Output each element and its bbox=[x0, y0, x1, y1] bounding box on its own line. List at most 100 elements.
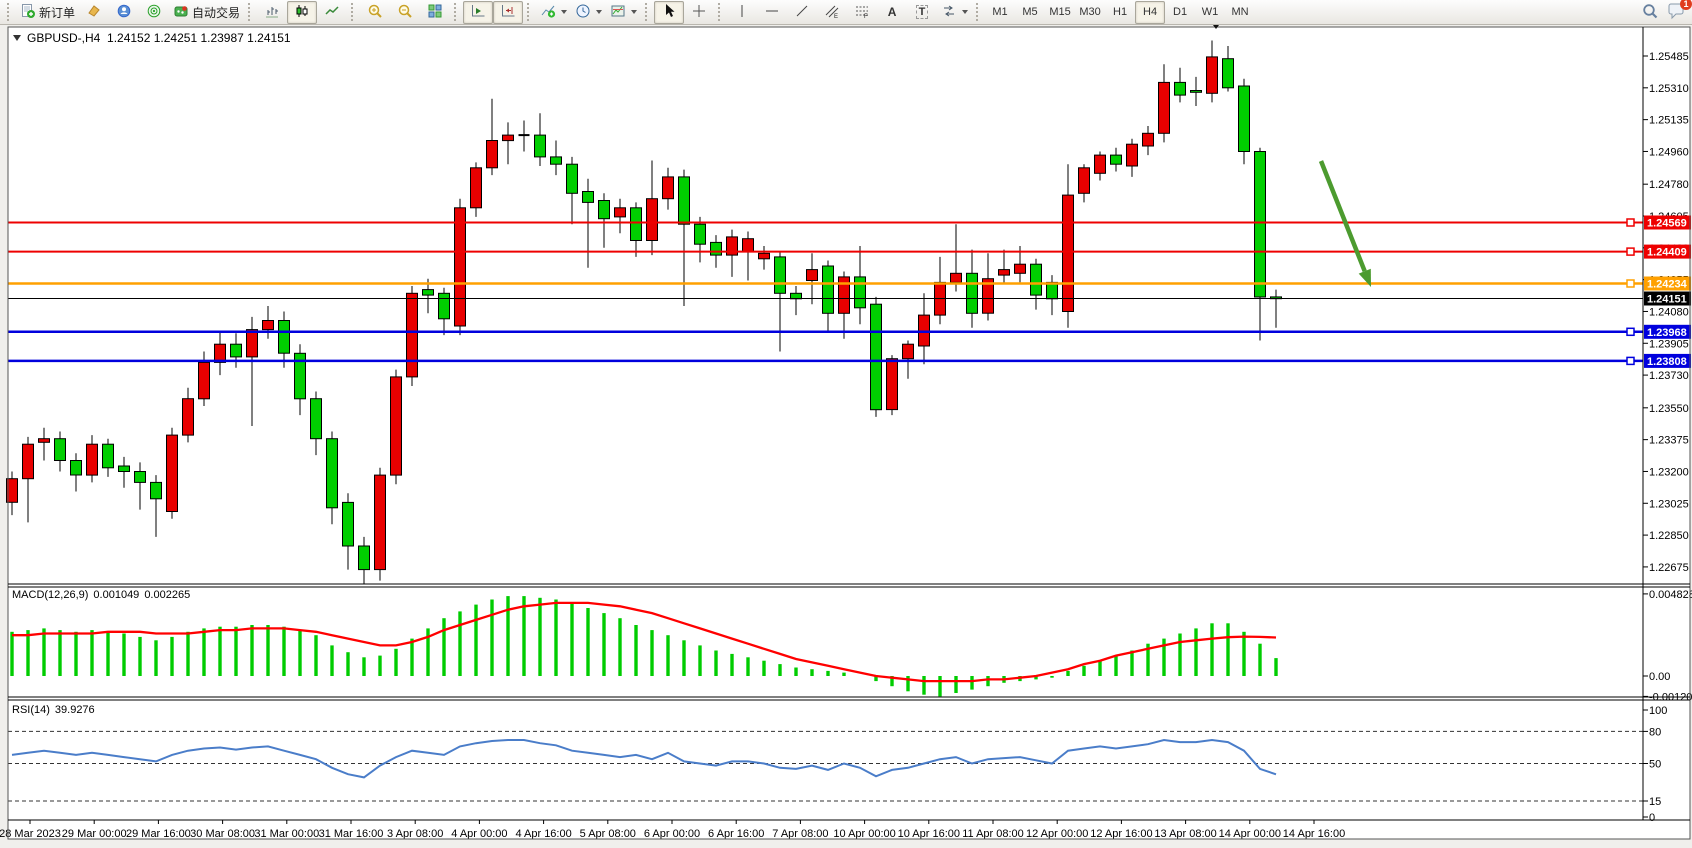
search-icon[interactable] bbox=[1641, 2, 1659, 23]
notification-badge: 1 bbox=[1680, 0, 1692, 10]
signals-button[interactable] bbox=[139, 1, 169, 24]
new-order-label: 新订单 bbox=[39, 5, 76, 20]
svg-text:29 Mar 16:00: 29 Mar 16:00 bbox=[126, 828, 191, 840]
svg-text:80: 80 bbox=[1649, 726, 1661, 738]
zoom-out-icon bbox=[397, 3, 413, 22]
svg-text:E: E bbox=[834, 14, 838, 19]
toolbar-drag-handle[interactable] bbox=[248, 3, 253, 21]
chart-shift-icon bbox=[500, 3, 516, 22]
svg-text:1.24151: 1.24151 bbox=[1647, 294, 1687, 306]
svg-text:1.22675: 1.22675 bbox=[1649, 562, 1689, 574]
metaeditor-icon bbox=[86, 3, 102, 22]
timeframe-button-mn[interactable]: MN bbox=[1231, 6, 1249, 18]
svg-text:F: F bbox=[864, 14, 868, 19]
timeframe-button-h1[interactable]: H1 bbox=[1113, 6, 1128, 18]
svg-text:100: 100 bbox=[1649, 705, 1667, 717]
timeframe-button-m15[interactable]: M15 bbox=[1049, 6, 1071, 18]
tile-windows-button[interactable] bbox=[420, 1, 450, 24]
trendline-icon bbox=[794, 3, 810, 22]
horizontal-line-button[interactable] bbox=[757, 1, 787, 24]
toolbar-drag-handle[interactable] bbox=[7, 3, 12, 21]
timeframe-button-m5[interactable]: M5 bbox=[1022, 6, 1038, 18]
toolbar-drag-handle[interactable] bbox=[718, 3, 723, 21]
svg-text:1.24780: 1.24780 bbox=[1649, 179, 1689, 191]
svg-text:15: 15 bbox=[1649, 796, 1661, 808]
resistance-line-1[interactable]: 1.24569 bbox=[8, 215, 1691, 230]
toolbar-drag-handle[interactable] bbox=[527, 3, 532, 21]
signals-icon bbox=[146, 3, 162, 22]
candlestick-chart-button[interactable] bbox=[287, 0, 318, 24]
vertical-line-button[interactable] bbox=[727, 1, 757, 24]
pane-dividers[interactable] bbox=[8, 583, 1690, 821]
channel-button[interactable]: E bbox=[817, 1, 847, 24]
line-chart-button[interactable] bbox=[317, 1, 347, 24]
svg-text:28 Mar 2023: 28 Mar 2023 bbox=[0, 828, 61, 840]
toolbar-drag-handle[interactable] bbox=[351, 3, 356, 21]
time-axis[interactable]: 28 Mar 2023 29 Mar 00:00 29 Mar 16:00 30 Ma… bbox=[0, 820, 1345, 840]
trendline-button[interactable] bbox=[787, 1, 817, 24]
chat-button[interactable]: 1 bbox=[1667, 0, 1692, 23]
crosshair-button[interactable] bbox=[684, 1, 714, 24]
svg-text:10 Apr 00:00: 10 Apr 00:00 bbox=[833, 828, 895, 840]
periods-button[interactable] bbox=[571, 1, 606, 24]
svg-text:5 Apr 08:00: 5 Apr 08:00 bbox=[580, 828, 636, 840]
svg-text:1.24960: 1.24960 bbox=[1649, 146, 1689, 158]
timeframe-button-w1[interactable]: W1 bbox=[1201, 6, 1219, 18]
timeframe-button-d1[interactable]: D1 bbox=[1173, 6, 1188, 18]
arrows-tool-button[interactable] bbox=[937, 1, 972, 24]
indicators-button[interactable] bbox=[536, 1, 571, 24]
chat-icon bbox=[1668, 3, 1684, 20]
svg-text:1.23905: 1.23905 bbox=[1649, 338, 1689, 350]
svg-text:1.25310: 1.25310 bbox=[1649, 83, 1689, 95]
svg-text:7 Apr 08:00: 7 Apr 08:00 bbox=[772, 828, 828, 840]
timeframe-button-m1[interactable]: M1 bbox=[992, 6, 1008, 18]
annotation-arrow[interactable] bbox=[1318, 160, 1371, 287]
svg-text:11 Apr 08:00: 11 Apr 08:00 bbox=[962, 828, 1024, 840]
timeframe-button-m30[interactable]: M30 bbox=[1079, 6, 1101, 18]
support-line-2[interactable]: 1.23808 bbox=[8, 353, 1691, 368]
bar-chart-button[interactable] bbox=[257, 1, 287, 24]
main-toolbar: 新订单 自动交易 E F A T M1 M5 M15 M30 H1 H4 D1 W1 MN bbox=[0, 0, 1692, 25]
svg-text:1.23808: 1.23808 bbox=[1647, 356, 1687, 368]
chart-shift-button[interactable] bbox=[493, 0, 524, 24]
timeframe-button-h4[interactable]: H4 bbox=[1135, 0, 1166, 24]
zoom-out-button[interactable] bbox=[390, 1, 420, 24]
horizontal-line-icon bbox=[764, 3, 780, 22]
svg-text:1.24234: 1.24234 bbox=[1647, 279, 1688, 291]
toolbar-drag-handle[interactable] bbox=[976, 3, 981, 21]
templates-button[interactable] bbox=[606, 1, 641, 24]
metaeditor-button[interactable] bbox=[79, 1, 109, 24]
toolbar-drag-handle[interactable] bbox=[454, 3, 459, 21]
candlestick-icon bbox=[294, 3, 310, 22]
svg-text:30 Mar 08:00: 30 Mar 08:00 bbox=[190, 828, 255, 840]
price-axis-ticks: 1.254851.253101.251351.249601.247801.246… bbox=[1643, 51, 1689, 574]
support-line-1[interactable]: 1.23968 bbox=[8, 324, 1691, 339]
label-button[interactable]: T bbox=[907, 1, 937, 24]
zoom-in-button[interactable] bbox=[360, 1, 390, 24]
svg-text:14 Apr 16:00: 14 Apr 16:00 bbox=[1283, 828, 1345, 840]
autotrading-button[interactable]: 自动交易 bbox=[169, 1, 244, 24]
toolbar-drag-handle[interactable] bbox=[645, 3, 650, 21]
svg-text:31 Mar 16:00: 31 Mar 16:00 bbox=[319, 828, 384, 840]
community-button[interactable] bbox=[109, 1, 139, 24]
chevron-down-icon bbox=[596, 10, 603, 14]
fibonacci-button[interactable]: F bbox=[847, 1, 877, 24]
svg-text:6 Apr 00:00: 6 Apr 00:00 bbox=[644, 828, 700, 840]
bid-price-line[interactable]: 1.24151 bbox=[8, 291, 1691, 306]
svg-text:1.22850: 1.22850 bbox=[1649, 530, 1689, 542]
svg-text:1.23550: 1.23550 bbox=[1649, 403, 1689, 415]
svg-text:4 Apr 00:00: 4 Apr 00:00 bbox=[451, 828, 507, 840]
timeframe-group: M1 M5 M15 M30 H1 H4 D1 W1 MN bbox=[985, 0, 1255, 24]
svg-text:31 Mar 00:00: 31 Mar 00:00 bbox=[254, 828, 319, 840]
new-order-button[interactable]: 新订单 bbox=[16, 1, 79, 24]
text-button[interactable]: A bbox=[877, 1, 907, 24]
autoscroll-button[interactable] bbox=[463, 0, 494, 24]
chart-bg bbox=[8, 27, 1690, 839]
cursor-button[interactable] bbox=[654, 0, 685, 24]
svg-text:0.00: 0.00 bbox=[1649, 671, 1670, 683]
svg-text:6 Apr 16:00: 6 Apr 16:00 bbox=[708, 828, 764, 840]
svg-text:1.23025: 1.23025 bbox=[1649, 498, 1689, 510]
price-axis[interactable] bbox=[1643, 27, 1692, 820]
resistance-line-2[interactable]: 1.24409 bbox=[8, 244, 1691, 259]
